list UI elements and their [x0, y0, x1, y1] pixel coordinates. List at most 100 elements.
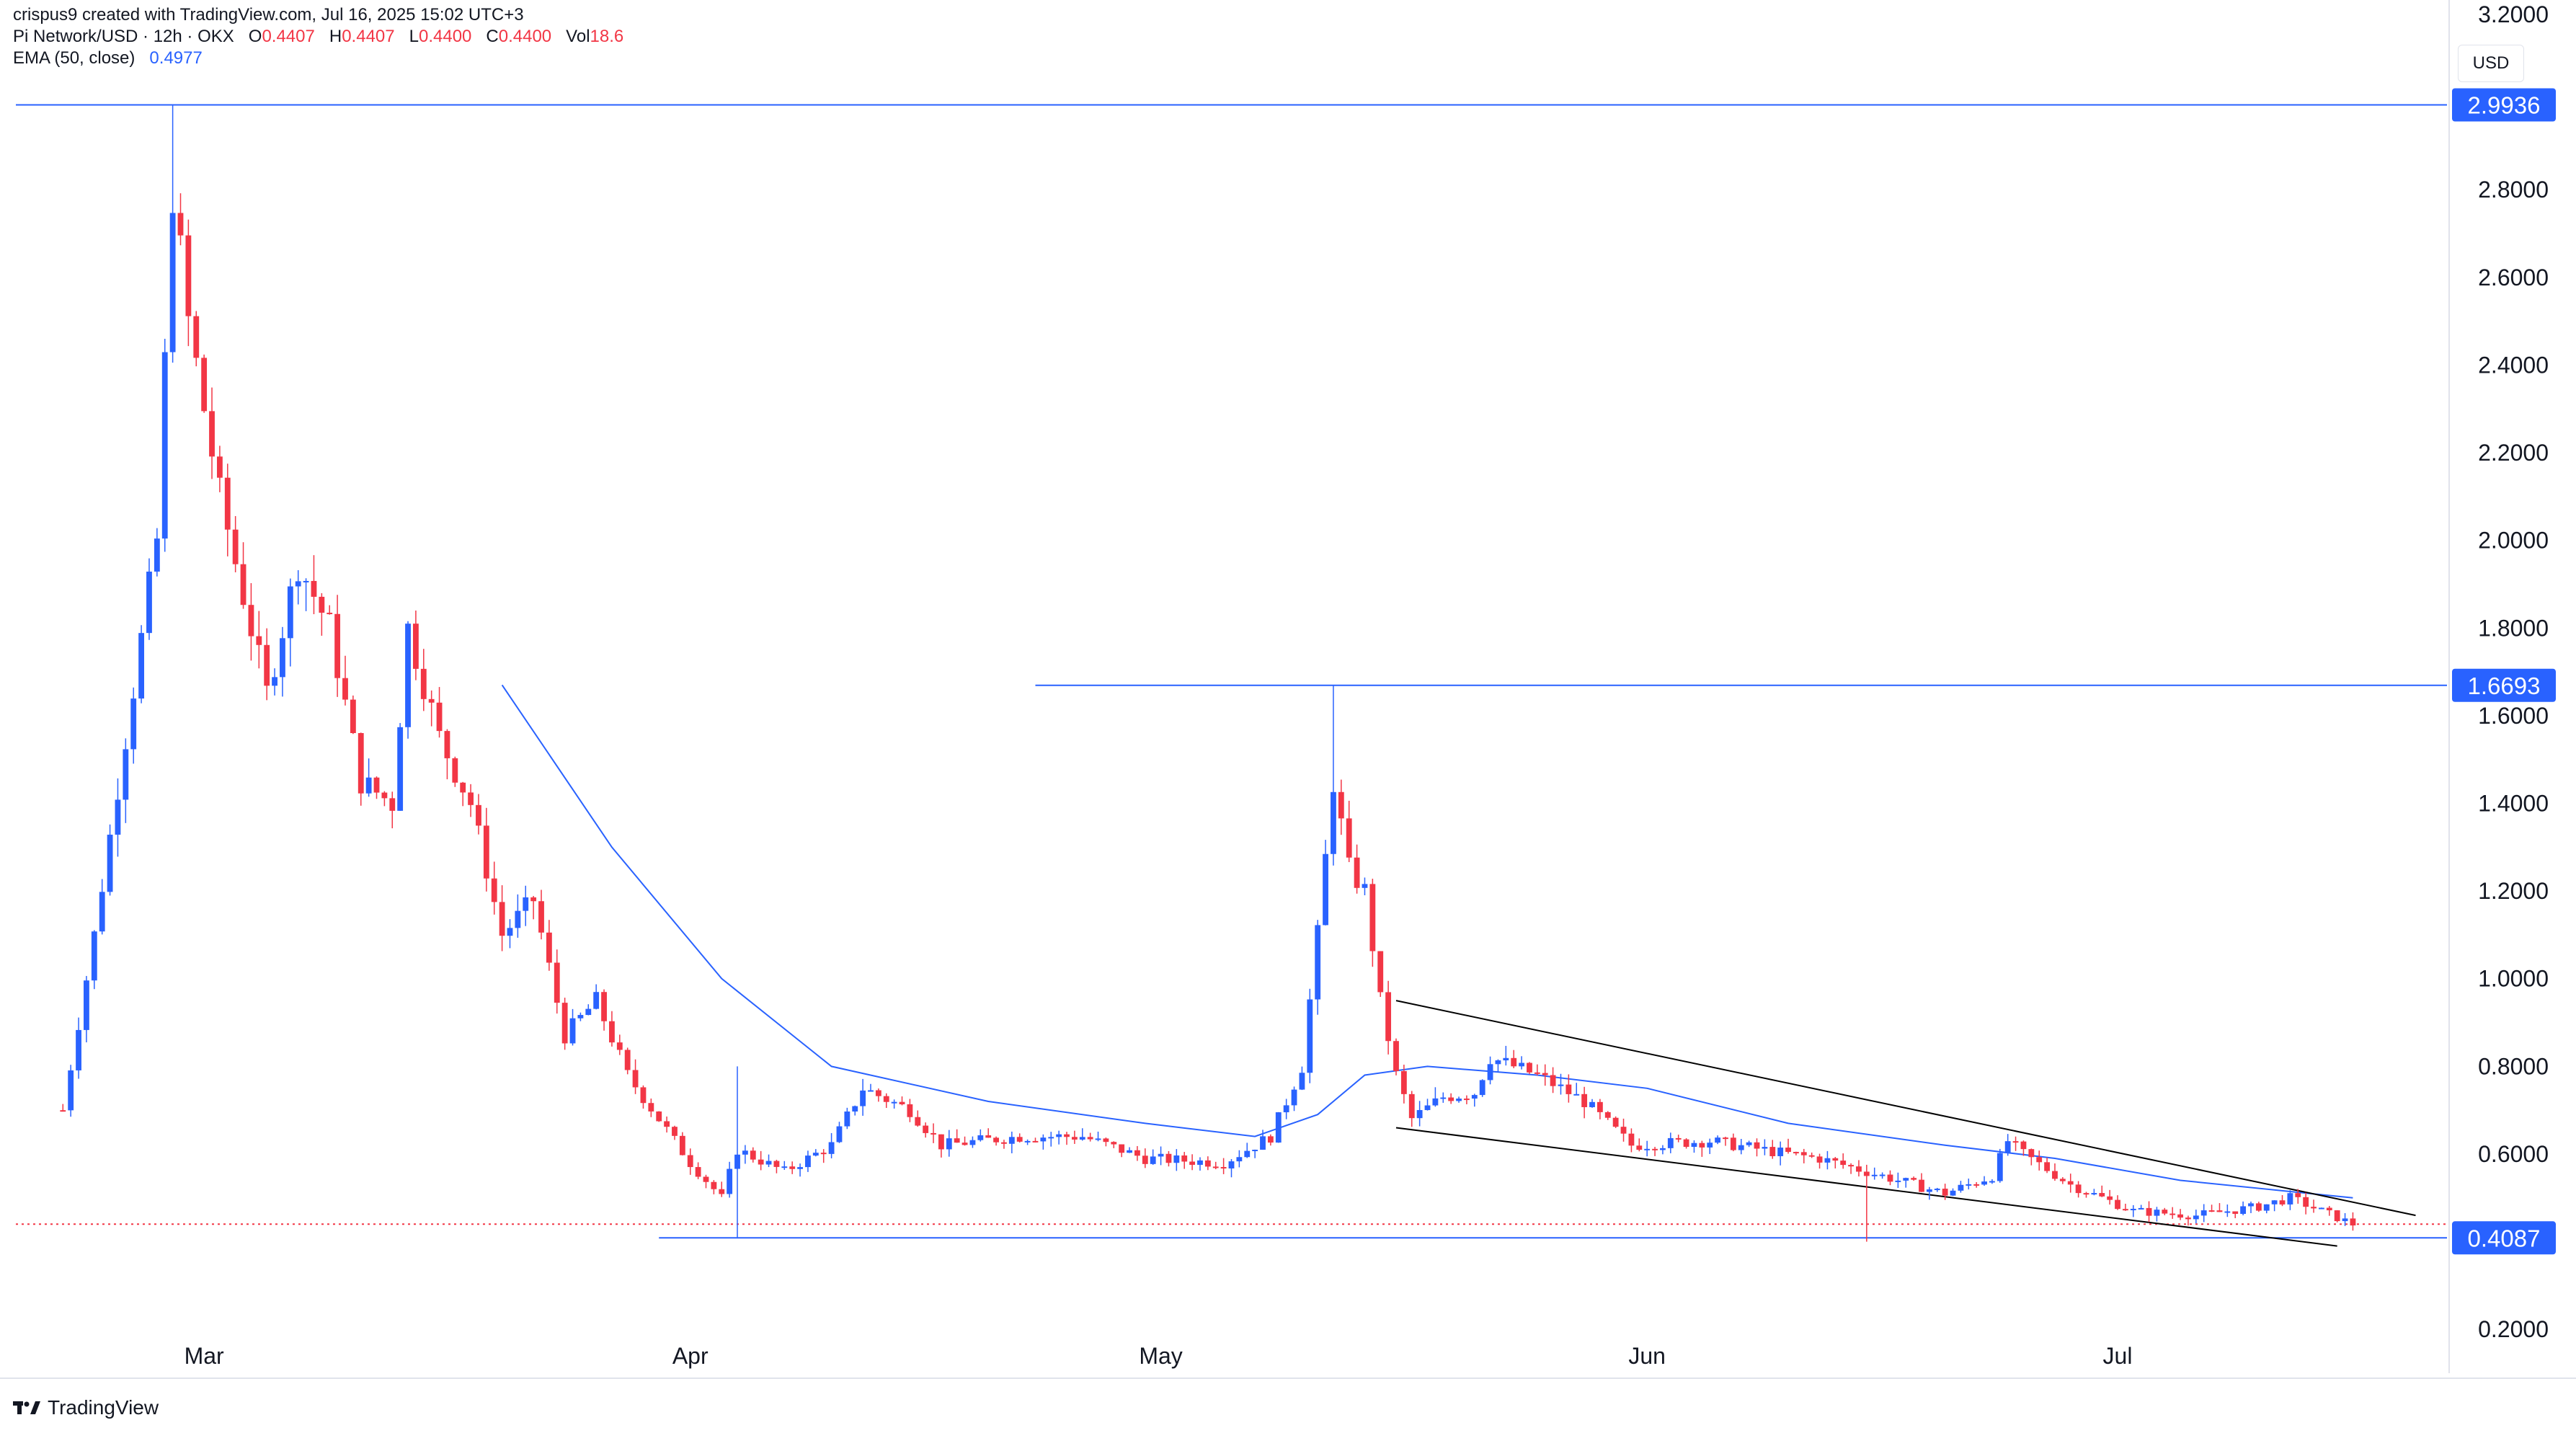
candle-up [1299, 1066, 1305, 1091]
candle-body [460, 782, 466, 793]
candle-body [1973, 1184, 1980, 1186]
candle-body [1338, 791, 1344, 819]
candle-up [1158, 1146, 1164, 1166]
candle-down [2350, 1212, 2356, 1231]
x-tick-label: Jun [1628, 1343, 1666, 1369]
candle-up [91, 930, 97, 990]
candle-down [993, 1136, 999, 1146]
candle-body [185, 235, 192, 316]
candle-body [311, 580, 317, 597]
candle-down [1730, 1133, 1736, 1152]
candle-up [161, 339, 168, 552]
candle-body [357, 733, 364, 794]
symbol-label[interactable]: Pi Network/USD · 12h · OKX [13, 27, 234, 46]
open-value: 0.4407 [262, 27, 315, 46]
candle-up [1432, 1087, 1439, 1107]
candle-body [1471, 1095, 1478, 1099]
candle-body [1103, 1138, 1109, 1143]
candle-body [1095, 1138, 1101, 1140]
y-tick-label: 2.4000 [2478, 352, 2549, 378]
candle-body [1848, 1165, 1854, 1167]
candle-body [2162, 1210, 2168, 1214]
candle-body [961, 1143, 968, 1145]
candle-body [1573, 1093, 1580, 1096]
candle-body [750, 1150, 756, 1160]
candle-up [1495, 1059, 1501, 1073]
candle-body [734, 1154, 740, 1169]
candle-down [1032, 1137, 1039, 1143]
candle-up [2130, 1204, 2136, 1217]
candle-up [1926, 1186, 1932, 1200]
candle-up [1315, 920, 1321, 1015]
candle-up [507, 919, 513, 949]
candle-body [161, 352, 168, 539]
tradingview-logo[interactable]: TradingView [13, 1396, 159, 1420]
candle-body [1612, 1117, 1619, 1127]
candle-body [2020, 1141, 2027, 1150]
low-label: L [409, 27, 419, 46]
candle-body [2083, 1193, 2089, 1195]
candle-body [1675, 1137, 1682, 1140]
candle-up [1966, 1179, 1972, 1190]
candle-down [436, 687, 443, 738]
candle-up [1331, 685, 1336, 866]
candle-body [2232, 1211, 2239, 1214]
candle-up [1667, 1132, 1674, 1153]
candle-up [1644, 1140, 1651, 1157]
candle-body [1550, 1075, 1556, 1086]
candle-body [1652, 1148, 1658, 1150]
candle-down [2311, 1199, 2317, 1213]
candle-body [616, 1042, 623, 1050]
candle-up [295, 570, 301, 605]
candle-up [1573, 1083, 1580, 1096]
candle-down [679, 1132, 685, 1155]
candle-down [2036, 1150, 2043, 1171]
candle-down [185, 219, 192, 347]
candle-up [1487, 1056, 1493, 1085]
candle-up [1150, 1149, 1156, 1165]
candle-body [852, 1106, 858, 1112]
high-value: 0.4407 [342, 27, 395, 46]
candle-up [1416, 1101, 1423, 1127]
candle-down [357, 732, 364, 806]
currency-button[interactable]: USD [2458, 45, 2524, 82]
candle-down [1848, 1163, 1854, 1174]
candle-body [1691, 1143, 1697, 1148]
candle-body [569, 1018, 576, 1044]
candle-down [899, 1096, 905, 1106]
candle-body [138, 633, 145, 699]
candle-down [1087, 1132, 1093, 1142]
candle-body [727, 1168, 733, 1194]
candle-down [1189, 1154, 1196, 1171]
candle-body [868, 1090, 874, 1092]
candle-down [616, 1034, 623, 1055]
candle-up [1236, 1150, 1243, 1168]
candle-body [1212, 1166, 1219, 1168]
candle-up [123, 738, 129, 823]
tradingview-logo-icon [13, 1401, 40, 1414]
candle-down [2146, 1201, 2152, 1223]
candle-down [1620, 1118, 1627, 1142]
candle-down [538, 889, 544, 940]
candle-body [758, 1159, 764, 1165]
candle-body [1919, 1179, 1924, 1192]
candle-down [1338, 779, 1344, 835]
candle-up [1879, 1172, 1886, 1179]
candle-body [640, 1087, 647, 1104]
candle-body [2052, 1171, 2058, 1179]
candle-up [1228, 1159, 1235, 1178]
candle-body [530, 897, 537, 902]
y-tick-label: 1.4000 [2478, 791, 2549, 817]
candle-up [1503, 1045, 1509, 1066]
candle-body [2059, 1179, 2066, 1181]
candle-up [1895, 1172, 1901, 1188]
candle-body [1189, 1161, 1196, 1165]
candle-body [719, 1189, 725, 1194]
low-value: 0.4400 [418, 27, 472, 46]
ema-label[interactable]: EMA (50, close) [13, 48, 136, 68]
candle-down [1565, 1074, 1572, 1103]
candle-up [1040, 1134, 1047, 1150]
candle-down [2028, 1148, 2035, 1166]
candle-up [397, 723, 404, 811]
